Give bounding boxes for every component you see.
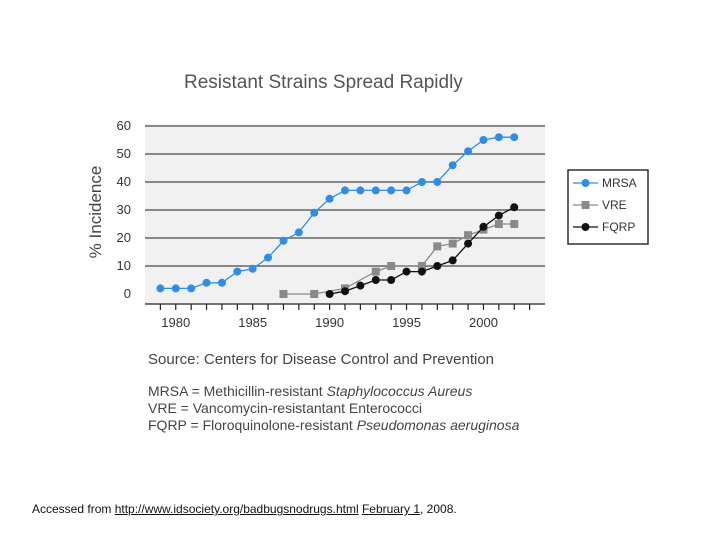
series-layer	[156, 133, 519, 298]
mrsa-point	[341, 186, 349, 195]
fqrp-point	[510, 203, 519, 212]
fqrp-point	[402, 267, 411, 276]
mrsa-point	[387, 186, 396, 195]
mrsa-point	[248, 264, 257, 273]
definition-line: FQRP = Floroquinolone-resistant Pseudomo…	[148, 417, 520, 433]
vre-point	[279, 290, 288, 298]
vre-point	[464, 231, 473, 240]
mrsa-point	[187, 284, 196, 293]
y-tick-label: 20	[117, 230, 131, 245]
grid-lines	[145, 125, 545, 267]
y-tick-label: 30	[117, 202, 131, 217]
vre-point	[387, 262, 396, 270]
date-link[interactable]: February 1	[361, 502, 420, 516]
mrsa-point	[417, 178, 426, 186]
plot-area	[145, 124, 545, 305]
vre-point	[510, 220, 519, 228]
footer-citation: Accessed from http://www.idsociety.org/b…	[32, 502, 457, 516]
vre-point	[417, 262, 426, 270]
fqrp-point	[356, 281, 365, 290]
definition-line: VRE = Vancomycin-resistantant Enterococc…	[148, 400, 422, 416]
fqrp-point	[479, 222, 488, 231]
mrsa-point	[448, 161, 457, 170]
fqrp-point	[387, 276, 396, 284]
y-axis: 0 10 20 30 40 50 60	[117, 118, 131, 301]
fqrp-point	[494, 211, 503, 220]
mrsa-point	[264, 253, 273, 262]
mrsa-point	[371, 186, 380, 195]
x-tick-label: 1980	[161, 315, 190, 330]
plot-background	[145, 124, 545, 304]
definition-abbr: VRE = Vancomycin-resistantant Enterococc…	[148, 400, 422, 416]
fqrp-point	[433, 262, 442, 270]
legend-vre-marker	[581, 201, 590, 209]
legend-fqrp-marker	[581, 223, 590, 231]
vre-point	[494, 220, 503, 228]
x-tick-label: 2000	[469, 315, 498, 330]
x-axis: 1980 1985 1990 1995 2000	[159, 304, 531, 330]
fqrp-point	[417, 267, 426, 276]
y-tick-label: 40	[117, 174, 131, 189]
mrsa-point	[279, 236, 288, 245]
y-axis-label: % Incidence	[86, 166, 105, 259]
definitions: MRSA = Methicillin-resistant Staphylococ…	[148, 383, 520, 433]
legend-mrsa-marker	[581, 179, 590, 187]
fqrp-point	[341, 287, 349, 296]
y-tick-label: 0	[124, 286, 131, 301]
x-tick-label: 1985	[238, 315, 267, 330]
mrsa-point	[402, 186, 411, 195]
x-tick-label: 1995	[392, 315, 421, 330]
x-tick-label: 1990	[315, 315, 344, 330]
mrsa-point	[433, 178, 442, 186]
mrsa-point	[202, 278, 211, 287]
y-tick-label: 10	[117, 258, 131, 273]
definition-abbr: MRSA = Methicillin-resistant	[148, 383, 327, 399]
footer-prefix: Accessed from	[32, 502, 115, 516]
fqrp-point	[325, 290, 334, 298]
definition-line: MRSA = Methicillin-resistant Staphylococ…	[148, 383, 472, 399]
y-tick-label: 60	[117, 118, 131, 133]
definition-organism: Pseudomonas aeruginosa	[357, 417, 520, 433]
fqrp-point	[371, 276, 380, 284]
legend-fqrp-label: FQRP	[602, 220, 635, 234]
chart-title: Resistant Strains Spread Rapidly	[184, 72, 463, 93]
legend-box	[567, 169, 649, 245]
vre-point	[371, 267, 380, 276]
legend-vre-label: VRE	[602, 198, 627, 212]
legend: MRSA VRE FQRP	[567, 169, 649, 245]
mrsa-point	[479, 136, 488, 144]
vre-point	[448, 239, 457, 248]
y-tick-label: 50	[117, 146, 131, 161]
mrsa-point	[310, 208, 319, 217]
mrsa-point	[217, 278, 226, 287]
fqrp-point	[464, 239, 473, 248]
mrsa-point	[156, 284, 165, 293]
definition-abbr: FQRP = Floroquinolone-resistant	[148, 417, 357, 433]
mrsa-point	[233, 267, 242, 276]
mrsa-point	[171, 284, 180, 293]
definition-organism: Staphylococcus Aureus	[327, 383, 473, 399]
mrsa-point	[464, 147, 473, 156]
mrsa-point	[294, 228, 303, 237]
vre-point	[310, 290, 319, 298]
mrsa-point	[510, 133, 519, 142]
legend-mrsa-label: MRSA	[602, 176, 637, 190]
vre-point	[433, 242, 442, 251]
mrsa-point	[494, 133, 503, 142]
footer-suffix: , 2008.	[420, 502, 457, 516]
source-text: Source: Centers for Disease Control and …	[148, 351, 494, 368]
source-link[interactable]: http://www.idsociety.org/badbugsnodrugs.…	[114, 502, 359, 516]
mrsa-point	[356, 186, 365, 195]
mrsa-point	[325, 194, 334, 203]
fqrp-point	[448, 256, 457, 265]
